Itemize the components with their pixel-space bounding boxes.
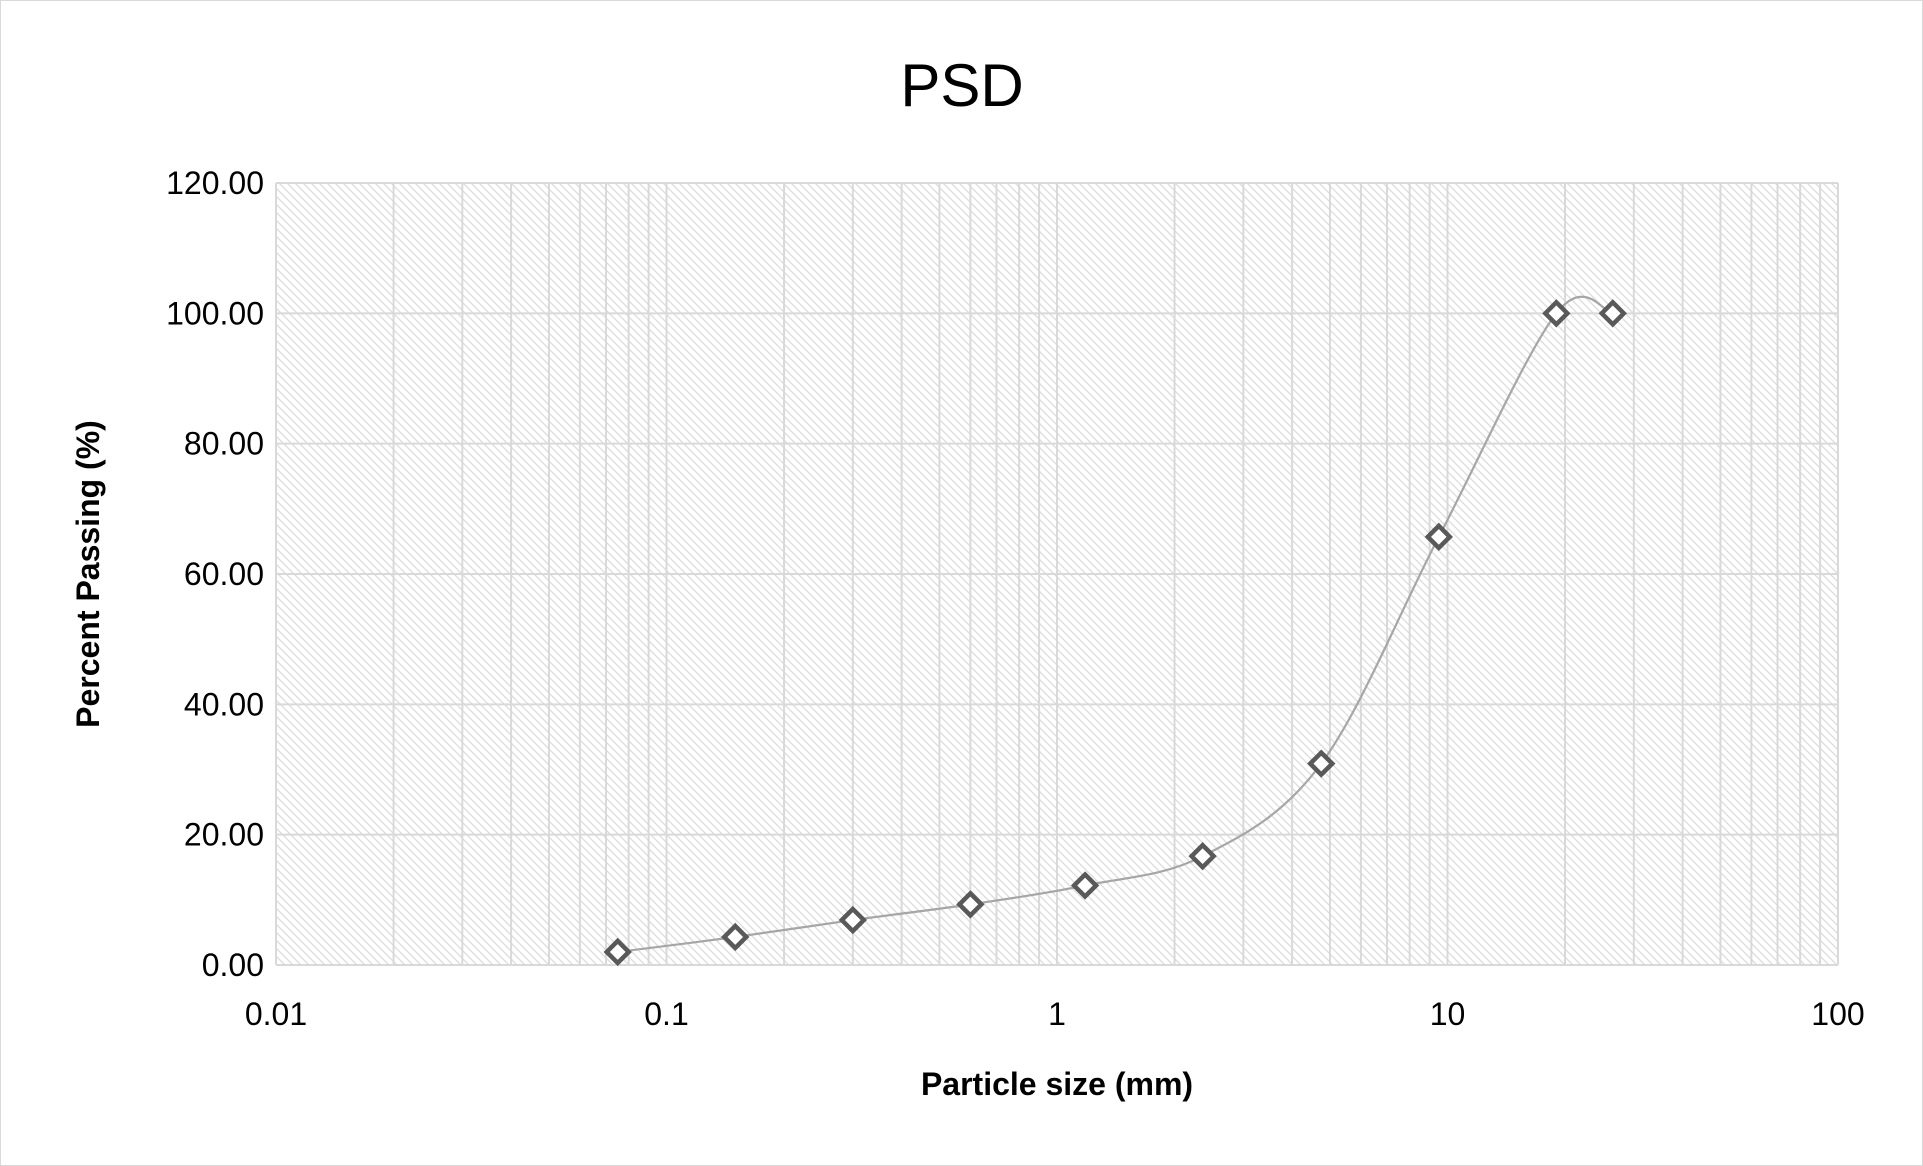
y-tick-label: 120.00 — [166, 165, 264, 201]
y-tick-label: 60.00 — [184, 556, 264, 592]
y-tick-label: 80.00 — [184, 426, 264, 462]
x-tick-label: 10 — [1430, 996, 1466, 1032]
y-tick-label: 20.00 — [184, 817, 264, 853]
data-markers — [603, 299, 1627, 967]
data-point-marker — [1542, 299, 1571, 328]
x-axis-title: Particle size (mm) — [921, 1066, 1193, 1102]
y-axis-tick-labels: 0.00 20.00 40.00 60.00 80.00 100.00 120.00 — [166, 165, 264, 983]
data-point-marker — [603, 937, 632, 967]
data-point-marker — [1070, 871, 1100, 900]
y-tick-label: 100.00 — [166, 295, 264, 331]
chart-title: PSD — [900, 52, 1023, 119]
x-tick-label: 1 — [1048, 996, 1066, 1032]
data-point-marker — [838, 905, 868, 935]
x-axis-tick-labels: 0.01 0.1 1 10 100 — [245, 996, 1865, 1032]
data-point-marker — [1424, 522, 1453, 552]
gridlines — [275, 182, 1839, 966]
data-point-marker — [721, 922, 750, 952]
x-tick-label: 100 — [1811, 996, 1864, 1032]
data-point-marker — [1307, 749, 1336, 778]
data-point-marker — [1598, 299, 1627, 328]
y-axis-title: Percent Passing (%) — [70, 420, 106, 728]
x-tick-label: 0.1 — [644, 996, 688, 1032]
x-tick-label: 0.01 — [245, 996, 307, 1032]
data-point-marker — [956, 890, 985, 919]
y-tick-label: 0.00 — [202, 947, 264, 983]
y-tick-label: 40.00 — [184, 686, 264, 722]
data-point-marker — [1188, 841, 1217, 871]
